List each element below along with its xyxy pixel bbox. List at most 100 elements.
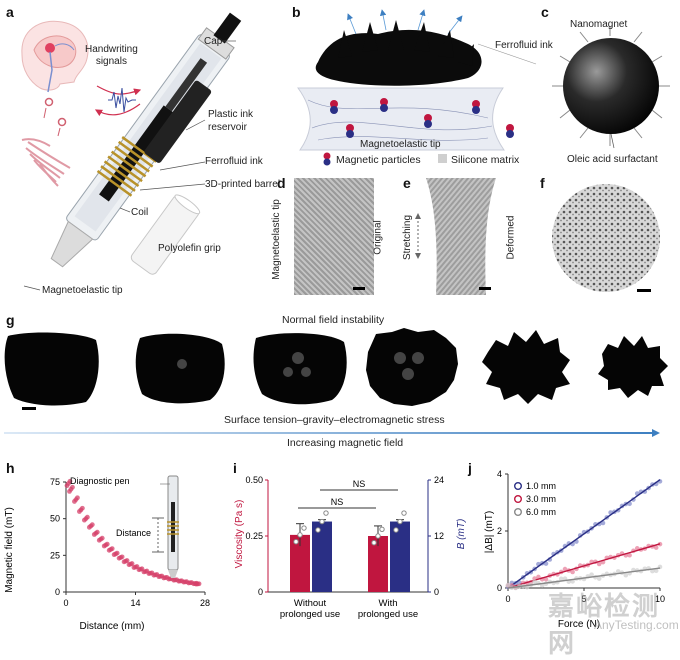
panel-b-illustration [297, 9, 537, 166]
j-fit-line [507, 567, 661, 589]
i-replicate-point [393, 527, 399, 533]
magnetic-particles [330, 98, 514, 138]
j-data-point [532, 579, 537, 585]
legend-matrix-icon [438, 154, 447, 163]
plastic-ink-label-line2: reservoir [208, 122, 247, 133]
j-y-tick-label: 0 [497, 583, 502, 593]
j-data-point [615, 569, 621, 574]
i-y-tick-label-right: 12 [434, 531, 444, 541]
droplet-5 [482, 330, 570, 404]
legend-matrix-label: Silicone matrix [451, 154, 520, 166]
h-data-point [75, 495, 80, 501]
tem-micrograph [552, 184, 660, 292]
deformed-tip-micrograph [426, 178, 496, 295]
i-y-tick-label-right: 24 [434, 475, 444, 485]
signal-waveform [108, 87, 136, 113]
i-ylabel-right: B (mT) [456, 519, 467, 550]
pen-illustration [50, 12, 242, 268]
h-data-point [70, 484, 75, 490]
panel-e-right-label: Deformed [505, 215, 517, 260]
j-fit-line [507, 543, 661, 589]
j-fit-line [507, 479, 661, 589]
h-data-point [67, 478, 73, 484]
coil-label: Coil [131, 207, 149, 218]
h-data-point [99, 535, 105, 541]
surfactant-label: Oleic acid surfactant [567, 154, 658, 165]
nanomagnet-sphere [563, 38, 659, 134]
droplet-1 [4, 332, 99, 406]
plastic-ink-label-line1: Plastic ink [208, 109, 254, 120]
i-ylabel-left: Viscosity (Pa s) [234, 500, 245, 569]
inset-pen-label: Diagnostic pen [70, 476, 130, 486]
ferrofluid-spikes [338, 20, 474, 66]
i-replicate-point [301, 525, 307, 531]
increasing-field-label: Increasing magnetic field [287, 437, 404, 449]
j-legend-marker [514, 495, 523, 504]
h-data-point [129, 561, 135, 566]
barrel-label: 3D-printed barrel [205, 179, 281, 190]
handwriting-label-line2: signals [95, 56, 127, 67]
scale-bar-f [637, 289, 651, 292]
j-data-point [562, 566, 568, 572]
i-replicate-point [323, 510, 329, 516]
panel-label-e: e [403, 175, 411, 191]
j-data-point [653, 545, 659, 550]
plastic-ink-label: Plastic ink reservoir [208, 108, 253, 134]
i-category-label-line1: With [379, 598, 398, 609]
panel-label-g: g [6, 312, 15, 328]
i-bar [290, 534, 310, 592]
legend-particles-label: Magnetic particles [336, 154, 421, 166]
i-replicate-point [397, 518, 403, 525]
i-replicate-point [315, 527, 321, 533]
h-ylabel: Magnetic field (mT) [4, 507, 15, 593]
panel-label-b: b [292, 4, 301, 20]
ferrofluid-spikes-shape [315, 29, 482, 86]
j-y-tick-label: 2 [497, 526, 502, 536]
nerve-illustration [43, 97, 67, 137]
j-data-point [570, 569, 575, 575]
i-category-label-line2: prolonged use [358, 609, 418, 620]
droplet-2 [135, 333, 225, 404]
panel-label-a: a [6, 4, 14, 20]
i-category-label-line2: prolonged use [280, 609, 340, 620]
panel-c-illustration [552, 26, 670, 149]
i-replicate-point [293, 539, 299, 545]
h-x-tick-label: 28 [200, 598, 210, 608]
brain-illustration [21, 20, 89, 93]
droplet-4 [366, 328, 458, 406]
h-data-point [89, 522, 95, 528]
field-lines [347, 9, 463, 35]
increasing-field-arrow [4, 429, 660, 437]
panel-label-i: i [233, 460, 237, 476]
h-y-tick-label: 0 [55, 587, 60, 597]
h-data-point [104, 541, 110, 547]
scale-bar-g [22, 407, 36, 410]
h-data-point [94, 529, 100, 535]
i-replicate-point [371, 540, 377, 546]
h-data-point [79, 505, 85, 511]
magnetoelastic-tip-label-b: Magnetoelastic tip [360, 139, 441, 150]
h-data-point [119, 554, 125, 560]
watermark-en: AnyTesting.com [594, 618, 679, 632]
j-y-tick-label: 4 [497, 469, 502, 479]
chart-h: 0 14 28 0 25 50 75 Diagnostic pen Distance Dis… [4, 475, 210, 632]
j-data-point [596, 561, 602, 567]
panel-d-right-label: Original [372, 220, 384, 255]
ferrofluid-sequence [4, 328, 668, 406]
leader-lines [23, 40, 236, 291]
j-data-point [558, 576, 564, 582]
inset-distance-label: Distance [116, 528, 151, 538]
panel-a-illustration [21, 12, 242, 291]
j-xlabel: Force (N) [558, 619, 600, 630]
i-replicate-point [319, 518, 325, 525]
panel-label-f: f [540, 175, 545, 191]
panel-label-h: h [6, 460, 15, 476]
j-x-tick-label: 5 [581, 594, 586, 604]
j-legend-label: 3.0 mm [526, 494, 556, 504]
h-x-tick-label: 0 [63, 598, 68, 608]
i-significance-label: NS [353, 479, 366, 489]
j-data-point [536, 574, 541, 580]
i-significance-label: NS [331, 497, 344, 507]
i-category-label-line1: Without [294, 598, 327, 609]
